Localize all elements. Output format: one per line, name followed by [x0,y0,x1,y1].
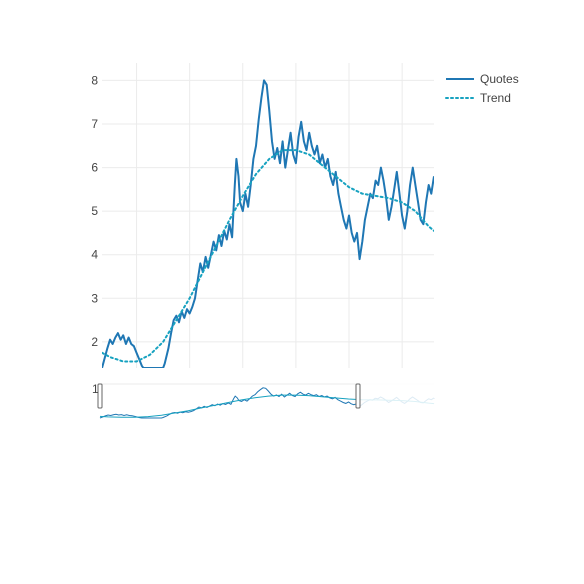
y-tick-label: 6 [91,161,98,175]
y-tick-label: 2 [91,335,98,349]
rangeslider-left-handle[interactable] [97,383,103,409]
legend-item-quotes[interactable]: Quotes [446,72,519,86]
main-plot-series [102,79,434,368]
rangeslider-label: 1 [92,382,99,396]
y-tick-label: 4 [91,248,98,262]
y-axis: 2 3 4 5 6 7 8 [91,73,98,348]
y-tick-label: 8 [91,73,98,87]
y-tick-label: 5 [91,204,98,218]
y-tick-label: 7 [91,117,98,131]
legend-label: Quotes [480,72,519,86]
rangeslider-right-handle[interactable] [355,383,361,409]
y-tick-label: 3 [91,291,98,305]
legend: Quotes Trend [445,72,519,105]
range-slider[interactable]: 1 [92,378,435,422]
rangeslider-mask [358,378,434,422]
legend-label: Trend [480,91,511,105]
series-line-trend [102,149,434,363]
legend-item-trend[interactable]: Trend [445,91,511,105]
